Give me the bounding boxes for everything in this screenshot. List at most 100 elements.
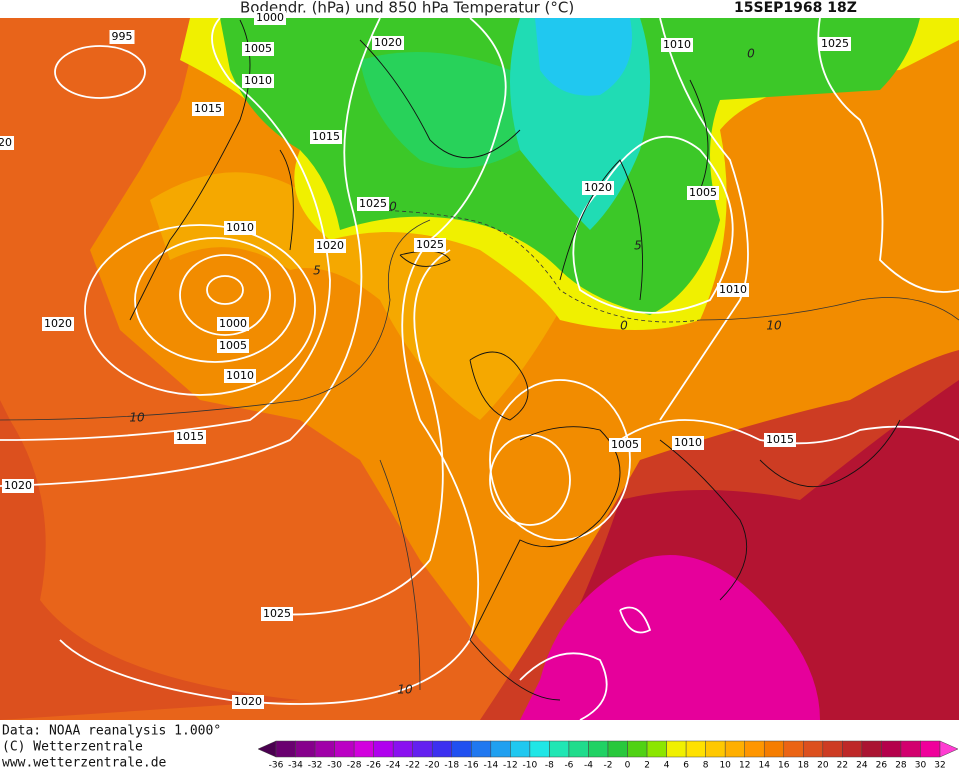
isobar-label: 1010 <box>244 74 272 87</box>
colorbar-label: -36 <box>269 761 284 771</box>
colorbar-swatch <box>471 740 492 758</box>
isobar-label: 995 <box>112 30 133 43</box>
colorbar-label: -8 <box>545 761 554 771</box>
colorbar-swatch <box>275 740 296 758</box>
isobar-label-box <box>192 102 224 116</box>
isobar-label: 1025 <box>416 238 444 251</box>
colorbar-swatch <box>705 740 726 758</box>
isobar-label-box <box>174 430 206 444</box>
colorbar-swatch <box>392 740 413 758</box>
isobar-label-box <box>217 339 249 353</box>
colorbar-label: 14 <box>759 761 771 771</box>
isobar-label-box <box>261 607 293 621</box>
field-magenta <box>520 555 820 720</box>
coastline <box>469 351 621 701</box>
isobar-label-box <box>224 221 256 235</box>
colorbar-label: 26 <box>876 761 888 771</box>
isobar-label: 1020 <box>584 181 612 194</box>
isobar <box>519 652 608 720</box>
colorbar-swatch <box>314 740 335 758</box>
isobar <box>59 18 507 705</box>
colorbar-swatch <box>373 740 394 758</box>
isobar-label: 1020 <box>374 36 402 49</box>
colorbar-label: 4 <box>664 761 670 771</box>
colorbar-swatch <box>881 740 902 758</box>
contour <box>379 297 959 691</box>
colorbar-swatch <box>900 740 921 758</box>
isobar-label-box <box>314 239 346 253</box>
colorbar-swatch <box>822 740 843 758</box>
isobar-label: 1025 <box>263 607 291 620</box>
coastlines <box>129 19 901 701</box>
colorbar-swatch <box>842 740 863 758</box>
colorbar-label: -14 <box>483 761 498 771</box>
isobar-label-box <box>242 42 274 56</box>
colorbar-swatch <box>783 740 804 758</box>
colorbar-swatch <box>451 740 472 758</box>
coastline <box>359 39 709 191</box>
isobar-label: 1010 <box>226 369 254 382</box>
colorbar-swatch <box>763 740 785 758</box>
colorbar-arrow <box>939 740 959 758</box>
isobar-label-box <box>582 181 614 195</box>
isobar-label-box <box>372 36 404 50</box>
isobar-label-box <box>254 11 286 25</box>
colorbar-label: 32 <box>934 761 945 771</box>
isobar-label: 1015 <box>176 430 204 443</box>
colorbar-label: -26 <box>366 761 381 771</box>
colorbar-label: -20 <box>425 761 440 771</box>
colorbar-label: 22 <box>837 761 848 771</box>
colorbar-swatch <box>529 740 550 758</box>
field-cyan <box>535 18 632 96</box>
coastline <box>559 159 901 601</box>
colorbar-swatch <box>627 740 648 758</box>
isobar-label: 1015 <box>312 130 340 143</box>
colorbar-swatch <box>920 740 941 758</box>
colorbar-swatch <box>803 740 824 758</box>
temperature-label: 10 <box>397 683 413 697</box>
colorbar-label: -22 <box>405 761 420 771</box>
isobar-label-box <box>609 438 641 452</box>
isobar <box>489 379 631 541</box>
isobar-label: 1025 <box>359 197 387 210</box>
colorbar-label: 24 <box>856 761 868 771</box>
isobar-label-box <box>661 38 693 52</box>
temperature-field <box>0 18 959 720</box>
colorbar-swatch <box>431 740 453 758</box>
colorbar-label: -4 <box>584 761 593 771</box>
field-red-orange <box>0 400 300 720</box>
isobar-label: 1005 <box>689 186 717 199</box>
isobar <box>817 18 959 293</box>
footer-url: www.wetterzentrale.de <box>2 756 167 771</box>
isobar-label-box <box>310 130 342 144</box>
colorbar-label: 2 <box>644 761 650 771</box>
isobar-label-box <box>357 197 389 211</box>
isobar <box>572 135 734 314</box>
isobar-label-box <box>764 433 796 447</box>
colorbar-swatch <box>510 740 531 758</box>
colorbar-label: -6 <box>564 761 573 771</box>
colorbar-swatch <box>549 740 570 758</box>
colorbar-label: 16 <box>778 761 790 771</box>
isobar-label-box <box>109 30 135 44</box>
colorbar-swatch <box>685 740 706 758</box>
footer-copyright: (C) Wetterzentrale <box>2 740 143 755</box>
colorbar-label: -10 <box>523 761 538 771</box>
isobar-label: 20 <box>0 136 12 149</box>
colorbar-swatch <box>568 740 589 758</box>
colorbar-label: -12 <box>503 761 518 771</box>
isobar-label-box <box>217 317 249 331</box>
colorbar-label: -32 <box>308 761 323 771</box>
isobar <box>659 18 749 421</box>
colorbar-label: 12 <box>739 761 750 771</box>
footer-data: Data: NOAA reanalysis 1.000° <box>2 724 221 739</box>
isobar-label: 1010 <box>674 436 702 449</box>
isobar-label: 1000 <box>256 11 284 24</box>
temperature-label: 10 <box>129 411 145 425</box>
colorbar-swatch <box>666 740 687 758</box>
temperature-label: 10 <box>766 319 782 333</box>
temperature-label: 0 <box>620 319 628 333</box>
isobar-label-box <box>0 136 14 150</box>
